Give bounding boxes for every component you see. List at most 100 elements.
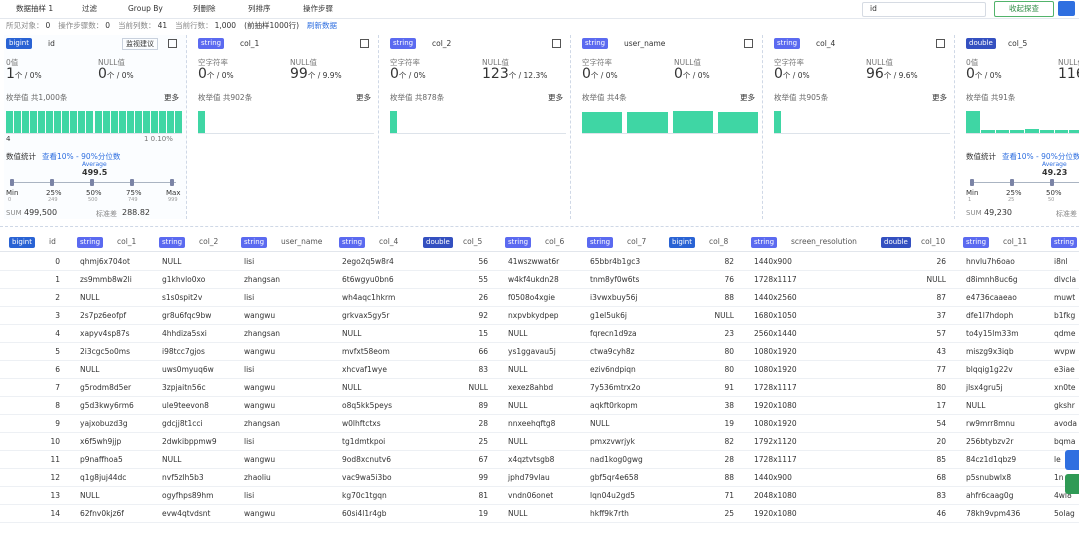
column-type-badge: string	[1051, 237, 1078, 248]
enum-label: 枚举值 共4条	[582, 93, 627, 102]
table-cell: 80	[724, 365, 734, 374]
search-box[interactable]	[862, 2, 986, 17]
enum-label: 枚举值 共91条	[966, 93, 1016, 102]
quantile-link[interactable]: 查看10% - 90%分位数	[42, 152, 121, 161]
table-cell: 256btybzv2r	[966, 437, 1014, 446]
column-header[interactable]: screen_resolution	[791, 237, 857, 246]
stat-unit: 个 / 0%	[398, 71, 426, 80]
more-link[interactable]: 更多	[548, 93, 563, 102]
table-cell: qhmj6x704ot	[80, 257, 130, 266]
column-header[interactable]: col_8	[709, 237, 729, 246]
info-value: 0	[105, 21, 111, 30]
row-line	[0, 450, 1079, 451]
more-link[interactable]: 更多	[164, 93, 179, 102]
toolbar-button[interactable]: 列排序	[248, 4, 271, 13]
column-type-badge: string	[77, 237, 104, 248]
toolbar-button[interactable]: Group By	[128, 4, 163, 13]
stat-value: 96个 / 9.6%	[866, 66, 918, 82]
table-cell: 65bbr4b1gc3	[590, 257, 641, 266]
more-link[interactable]: 更多	[740, 93, 755, 102]
table-cell: 1080x1920	[754, 365, 797, 374]
refresh-link[interactable]: 刷新数据	[307, 21, 338, 30]
column-header[interactable]: col_2	[199, 237, 219, 246]
quantile-dot	[130, 179, 134, 186]
card-icon[interactable]	[744, 39, 753, 48]
toolbar-button[interactable]: 过滤	[82, 4, 97, 13]
table-cell: 83	[478, 365, 488, 374]
table-cell: 88	[724, 293, 734, 302]
stat-value: 0个 / 0%	[98, 66, 134, 82]
histogram-bar	[774, 111, 781, 133]
column-header[interactable]: id	[49, 237, 56, 246]
column-header[interactable]: col_7	[627, 237, 647, 246]
table-cell: 1440x900	[754, 473, 792, 482]
profile-card: bigint id 监视建议 0值 1个 / 0% NULL值 0个 / 0% 枚举值 共1,…	[4, 35, 187, 219]
quantile-value: 500	[88, 197, 98, 203]
type-badge: string	[390, 38, 417, 49]
table-cell: blqqig1g22v	[966, 365, 1013, 374]
table-cell: 4	[55, 329, 60, 338]
column-header[interactable]: col_5	[463, 237, 483, 246]
float-button[interactable]	[1065, 450, 1079, 470]
float-button[interactable]	[1065, 474, 1079, 494]
stat-label: 空字符率	[198, 58, 228, 67]
stat-unit: 个 / 0%	[682, 71, 710, 80]
toolbar-button[interactable]: 数据抽样 1	[16, 4, 54, 13]
more-link[interactable]: 更多	[356, 93, 371, 102]
toolbar-button[interactable]: 列删除	[193, 4, 216, 13]
table-cell: 6	[55, 365, 60, 374]
table-cell: lisi	[244, 293, 255, 302]
column-header[interactable]: col_1	[117, 237, 137, 246]
table-cell: 11	[50, 455, 60, 464]
table-cell: 17	[936, 401, 946, 410]
histogram-bar	[6, 111, 14, 133]
more-link[interactable]: 更多	[932, 93, 947, 102]
table-cell: 1728x1117	[754, 383, 797, 392]
table-cell: dfe1l7hdoph	[966, 311, 1014, 320]
table-cell: 38	[724, 401, 734, 410]
table-cell: 37	[936, 311, 946, 320]
card-icon[interactable]	[360, 39, 369, 48]
suggest-button[interactable]: 监视建议	[122, 38, 158, 50]
table-cell: muwt	[1054, 293, 1076, 302]
table-cell: 1440x2560	[754, 293, 797, 302]
card-icon[interactable]	[168, 39, 177, 48]
column-header[interactable]: col_11	[1003, 237, 1028, 246]
table-header-bg	[0, 233, 1079, 252]
table-cell: 82	[724, 437, 734, 446]
column-header[interactable]: col_10	[921, 237, 946, 246]
stat-count: 1	[6, 66, 15, 82]
collapse-button[interactable]: 收起探查	[994, 1, 1054, 17]
quantile-link[interactable]: 查看10% - 90%分位数	[1002, 152, 1079, 161]
quantile-label: 75%	[126, 189, 142, 197]
quantile-track	[972, 182, 1079, 183]
table-cell: w4kf4ukdn28	[508, 275, 559, 284]
column-header[interactable]: col_6	[545, 237, 565, 246]
row-line	[0, 396, 1079, 397]
column-name: id	[48, 39, 55, 48]
histogram-bar	[70, 111, 78, 133]
column-type-badge: string	[339, 237, 366, 248]
quantile-value: 1	[968, 197, 972, 203]
table-cell: zhangsan	[244, 419, 281, 428]
toolbar-button[interactable]: 操作步骤	[303, 4, 333, 13]
table-cell: 1792x1120	[754, 437, 797, 446]
table-cell: NULL	[162, 257, 182, 266]
table-cell: 15	[478, 329, 488, 338]
table-cell: xhcvaf1wye	[342, 365, 387, 374]
card-icon[interactable]	[936, 39, 945, 48]
table-cell: 20	[936, 437, 946, 446]
table-cell: mvfxt58eom	[342, 347, 390, 356]
expand-button[interactable]	[1058, 1, 1075, 16]
table-cell: eziv6ndpiqn	[590, 365, 636, 374]
table-cell: p5snubwlx8	[966, 473, 1012, 482]
table-cell: 9	[55, 419, 60, 428]
table-cell: 71	[724, 491, 734, 500]
card-icon[interactable]	[552, 39, 561, 48]
column-header[interactable]: user_name	[281, 237, 323, 246]
stat-label: NULL值	[290, 58, 317, 67]
quantile-label: 25%	[1006, 189, 1022, 197]
quantile-value: 50	[1048, 197, 1055, 203]
histogram-bar	[38, 111, 46, 133]
column-header[interactable]: col_4	[379, 237, 399, 246]
